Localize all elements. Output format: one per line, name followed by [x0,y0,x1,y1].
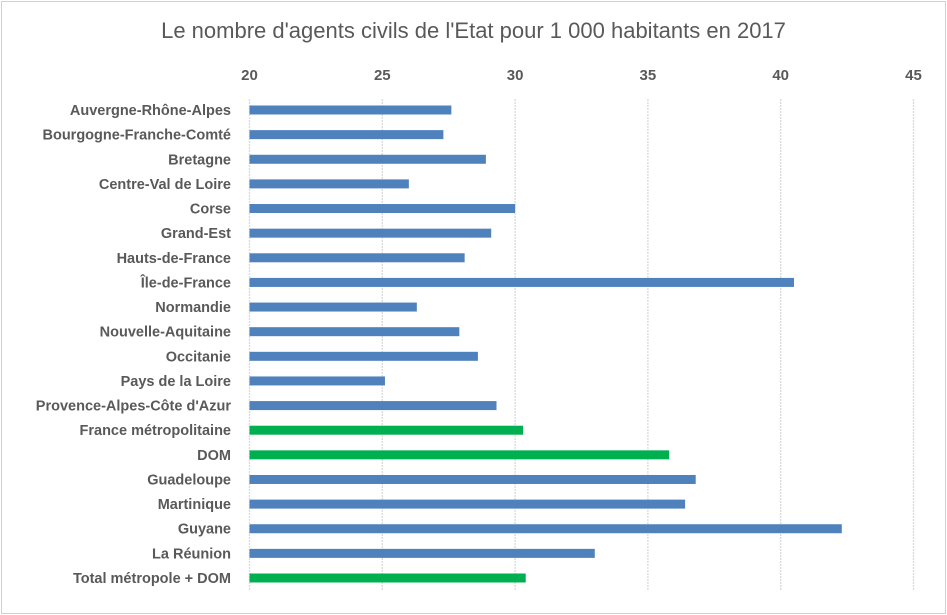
bars [249,105,842,583]
category-label: Auvergne-Rhône-Alpes [70,103,231,119]
category-labels: Auvergne-Rhône-Alpes Bourgogne-Franche-Co… [36,103,232,587]
bar [249,154,486,164]
category-label: Pays de la Loire [121,374,231,390]
x-tick-label: 25 [374,67,391,84]
bar [249,204,516,214]
category-label: Bretagne [168,152,231,168]
bar [249,450,670,460]
x-tick-label: 40 [772,67,789,84]
bar [249,474,696,484]
category-label: Guyane [178,522,231,538]
bar [249,327,460,337]
category-label: DOM [197,448,231,464]
bar [249,401,497,411]
category-label: France métropolitaine [80,423,231,439]
chart-title: Le nombre d'agents civils de l'Etat pour… [161,18,786,43]
x-tick-label: 30 [507,67,524,84]
category-label: Total métropole + DOM [73,571,231,587]
x-tick-label: 20 [241,67,258,84]
category-label: Bourgogne-Franche-Comté [43,128,232,144]
category-label: Île-de-France [140,273,231,291]
bar [249,499,686,509]
bar [249,302,417,312]
x-tick-label: 35 [640,67,657,84]
bar [249,179,409,189]
category-label: La Réunion [152,546,231,562]
category-label: Nouvelle-Aquitaine [100,325,231,341]
bar [249,425,524,435]
x-axis-ticks: 20 25 30 35 40 45 [241,67,922,84]
bar [249,351,478,361]
bar [249,573,526,583]
category-label: Centre-Val de Loire [99,177,231,193]
category-label: Martinique [158,497,231,513]
x-tick-label: 45 [905,67,922,84]
category-label: Hauts-de-France [117,251,231,267]
category-label: Grand-Est [161,226,231,242]
bar [249,105,452,115]
gridlines [248,99,915,591]
bar [249,228,492,238]
bar [249,130,444,140]
category-label: Occitanie [166,349,231,365]
bar [249,548,595,558]
category-label: Provence-Alpes-Côte d'Azur [36,399,232,415]
bar [249,253,465,263]
bar [249,277,794,287]
category-label: Normandie [155,300,231,316]
bar [249,376,385,386]
category-label: Corse [190,202,231,218]
category-label: Guadeloupe [147,472,231,488]
bar [249,524,842,534]
